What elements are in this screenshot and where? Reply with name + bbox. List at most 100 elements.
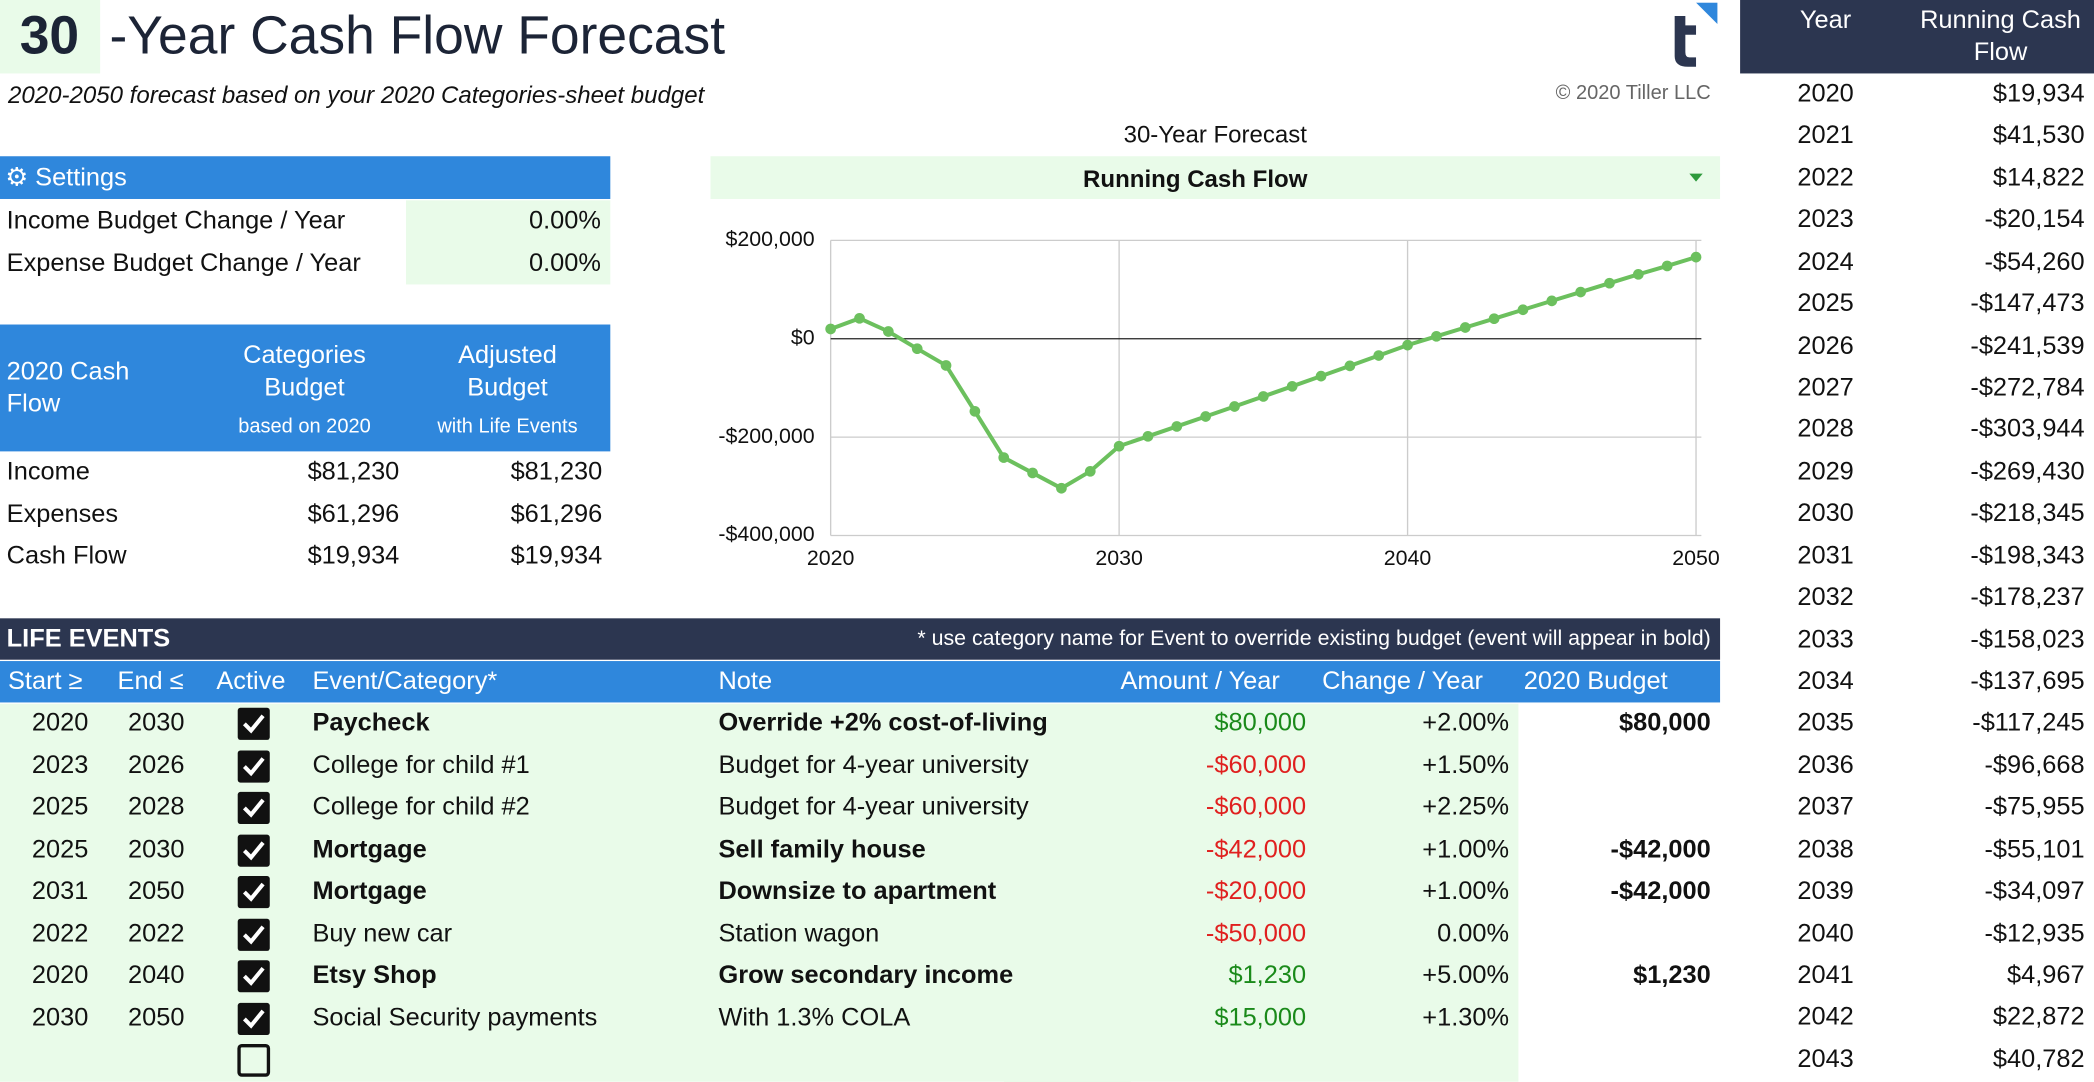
budget-header: Adjusted Budget bbox=[458, 341, 557, 402]
forecast-year: 2024 bbox=[1797, 248, 1854, 277]
forecast-year: 2028 bbox=[1797, 415, 1854, 444]
life-events-title: LIFE EVENTS bbox=[6, 624, 171, 654]
forecast-value: -$147,473 bbox=[1970, 289, 2085, 319]
life-events-bar bbox=[0, 618, 1721, 660]
cell-amount: -$20,000 bbox=[1205, 877, 1307, 906]
budget-value: $61,296 bbox=[510, 500, 603, 529]
cell-change: +2.25% bbox=[1422, 793, 1510, 822]
cell-amount: -$60,000 bbox=[1205, 751, 1307, 780]
cell-change: +1.00% bbox=[1422, 835, 1510, 864]
cell-note: With 1.3% COLA bbox=[718, 1003, 911, 1032]
cell-event: Buy new car bbox=[312, 919, 453, 948]
subtitle: 2020-2050 forecast based on your 2020 Ca… bbox=[8, 81, 705, 109]
forecast-value: $22,872 bbox=[1992, 1003, 2085, 1032]
cell-event: Social Security payments bbox=[312, 1003, 598, 1032]
chart-title: 30-Year Forecast bbox=[1124, 122, 1308, 149]
chart-dropdown[interactable] bbox=[710, 156, 1721, 199]
x-tick-label: 2030 bbox=[1095, 546, 1143, 570]
checkbox[interactable] bbox=[236, 875, 271, 910]
forecast-value: -$137,695 bbox=[1970, 667, 2085, 696]
budget-value: $19,934 bbox=[510, 542, 603, 571]
title-number-cell bbox=[0, 0, 101, 74]
forecast-year: 2039 bbox=[1797, 877, 1854, 906]
cell-budget: $1,230 bbox=[1633, 961, 1711, 990]
cell-event: College for child #1 bbox=[312, 751, 530, 780]
settings-values[interactable] bbox=[405, 200, 611, 285]
forecast-value: -$20,154 bbox=[1984, 206, 2085, 235]
budget-value: $61,296 bbox=[307, 500, 400, 529]
data-point bbox=[1431, 330, 1442, 342]
x-tick-label: 2020 bbox=[807, 546, 855, 570]
cell-note: Override +2% cost-of-living bbox=[718, 709, 1048, 738]
data-point bbox=[998, 452, 1010, 463]
forecast-year: 2037 bbox=[1797, 793, 1854, 822]
forecast-header-value: Running Cash Flow bbox=[1920, 6, 2081, 67]
forecast-value: -$75,955 bbox=[1984, 793, 2085, 822]
data-point bbox=[1633, 268, 1644, 280]
cell-change: +1.00% bbox=[1422, 877, 1510, 906]
setting-value: 0.00% bbox=[529, 206, 601, 236]
checkbox[interactable] bbox=[236, 706, 271, 741]
checkbox[interactable] bbox=[236, 917, 271, 952]
forecast-year: 2021 bbox=[1797, 122, 1854, 151]
forecast-year: 2027 bbox=[1797, 373, 1854, 402]
checkbox[interactable] bbox=[236, 1043, 271, 1078]
forecast-year: 2034 bbox=[1797, 667, 1854, 696]
forecast-value: -$117,245 bbox=[1972, 709, 2085, 738]
title: -Year Cash Flow Forecast bbox=[109, 6, 726, 66]
forecast-header bbox=[1740, 0, 2094, 74]
forecast-year: 2040 bbox=[1797, 919, 1854, 948]
checkbox[interactable] bbox=[236, 749, 271, 784]
dropdown-label: Running Cash Flow bbox=[1083, 165, 1308, 193]
budget-value: $19,934 bbox=[307, 542, 400, 571]
settings-header bbox=[0, 156, 611, 199]
forecast-year: 2022 bbox=[1797, 164, 1854, 193]
cell-start: 2031 bbox=[31, 877, 89, 906]
setting-label: Expense Budget Change / Year bbox=[6, 249, 361, 278]
checkbox[interactable] bbox=[236, 791, 271, 826]
column-header: Amount / Year bbox=[1120, 667, 1280, 696]
forecast-value: -$54,260 bbox=[1984, 248, 2085, 277]
cell-note: Grow secondary income bbox=[718, 961, 1014, 990]
budget-header bbox=[0, 324, 611, 452]
data-point bbox=[1286, 380, 1298, 392]
x-tick-label: 2040 bbox=[1384, 546, 1432, 570]
cell-start: 2020 bbox=[31, 961, 89, 990]
data-point bbox=[1604, 277, 1615, 289]
forecast-value: -$12,935 bbox=[1984, 919, 2085, 948]
data-point bbox=[1084, 465, 1096, 477]
forecast-year: 2029 bbox=[1797, 457, 1854, 486]
data-point bbox=[1258, 391, 1269, 402]
budget-label: Expenses bbox=[6, 500, 119, 529]
forecast-value: -$34,097 bbox=[1984, 877, 2085, 906]
cell-amount: $1,230 bbox=[1228, 961, 1307, 990]
dropdown-arrow[interactable] bbox=[1685, 171, 1706, 184]
cell-end: 2022 bbox=[128, 919, 185, 948]
forecast-value: $19,934 bbox=[1992, 80, 2085, 109]
checkbox[interactable] bbox=[236, 833, 271, 868]
forecast-year: 2032 bbox=[1797, 583, 1854, 612]
column-header: 2020 Budget bbox=[1523, 667, 1668, 696]
cell-event: Mortgage bbox=[312, 835, 427, 864]
setting-label: Income Budget Change / Year bbox=[6, 206, 346, 236]
cell-start: 2020 bbox=[31, 709, 89, 738]
cell-event: Etsy Shop bbox=[312, 961, 437, 990]
cell-amount: $80,000 bbox=[1214, 709, 1307, 738]
budget-subheader: with Life Events bbox=[437, 415, 578, 439]
forecast-value: $14,822 bbox=[1992, 164, 2085, 193]
budget-subheader: based on 2020 bbox=[238, 415, 371, 439]
cell-event: Paycheck bbox=[312, 709, 430, 738]
forecast-value: -$218,345 bbox=[1970, 499, 2085, 528]
forecast-year: 2020 bbox=[1797, 80, 1854, 109]
cell-change: +1.30% bbox=[1422, 1003, 1510, 1032]
cell-change: +2.00% bbox=[1422, 709, 1510, 738]
cell-end: 2050 bbox=[128, 877, 185, 906]
forecast-value: -$269,430 bbox=[1970, 457, 2085, 486]
column-header: Start ≥ bbox=[8, 667, 83, 696]
data-point bbox=[1402, 339, 1413, 351]
cell-end: 2030 bbox=[128, 835, 185, 864]
checkbox[interactable] bbox=[236, 1001, 271, 1036]
checkbox[interactable] bbox=[236, 959, 271, 994]
data-point bbox=[1171, 421, 1183, 432]
